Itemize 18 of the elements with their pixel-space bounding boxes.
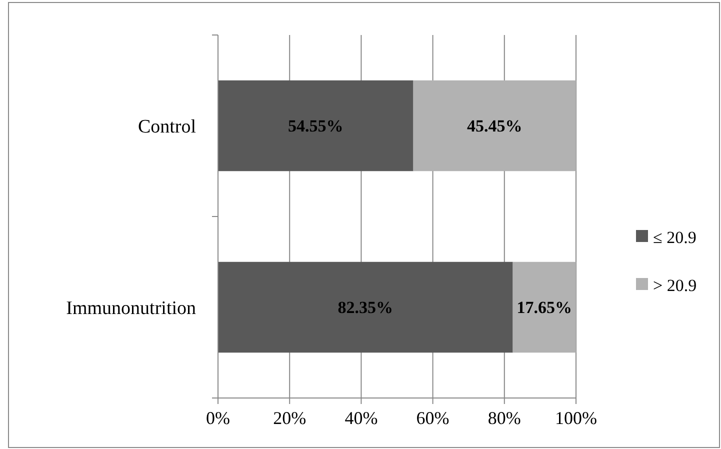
bar [512,262,576,353]
x-tick-label: 100% [555,408,597,428]
legend-label: > 20.9 [653,276,697,295]
y-tick-label: Control [138,116,196,138]
bar [413,80,576,172]
x-tick-label: 0% [206,408,230,428]
x-tick-label: 40% [344,408,378,428]
legend-label: ≤ 20.9 [653,228,696,247]
data-label: 17.65% [516,298,572,318]
x-tick-label: 60% [416,408,450,428]
x-tick-label: 20% [273,408,306,428]
x-tick-label: 80% [488,408,521,428]
data-label: 54.55% [288,116,344,136]
data-label: 82.35% [338,298,394,318]
bar [218,80,414,172]
bar [218,262,513,353]
data-label: 45.45% [467,116,522,136]
y-tick-label: Immunonutrition [66,298,196,319]
